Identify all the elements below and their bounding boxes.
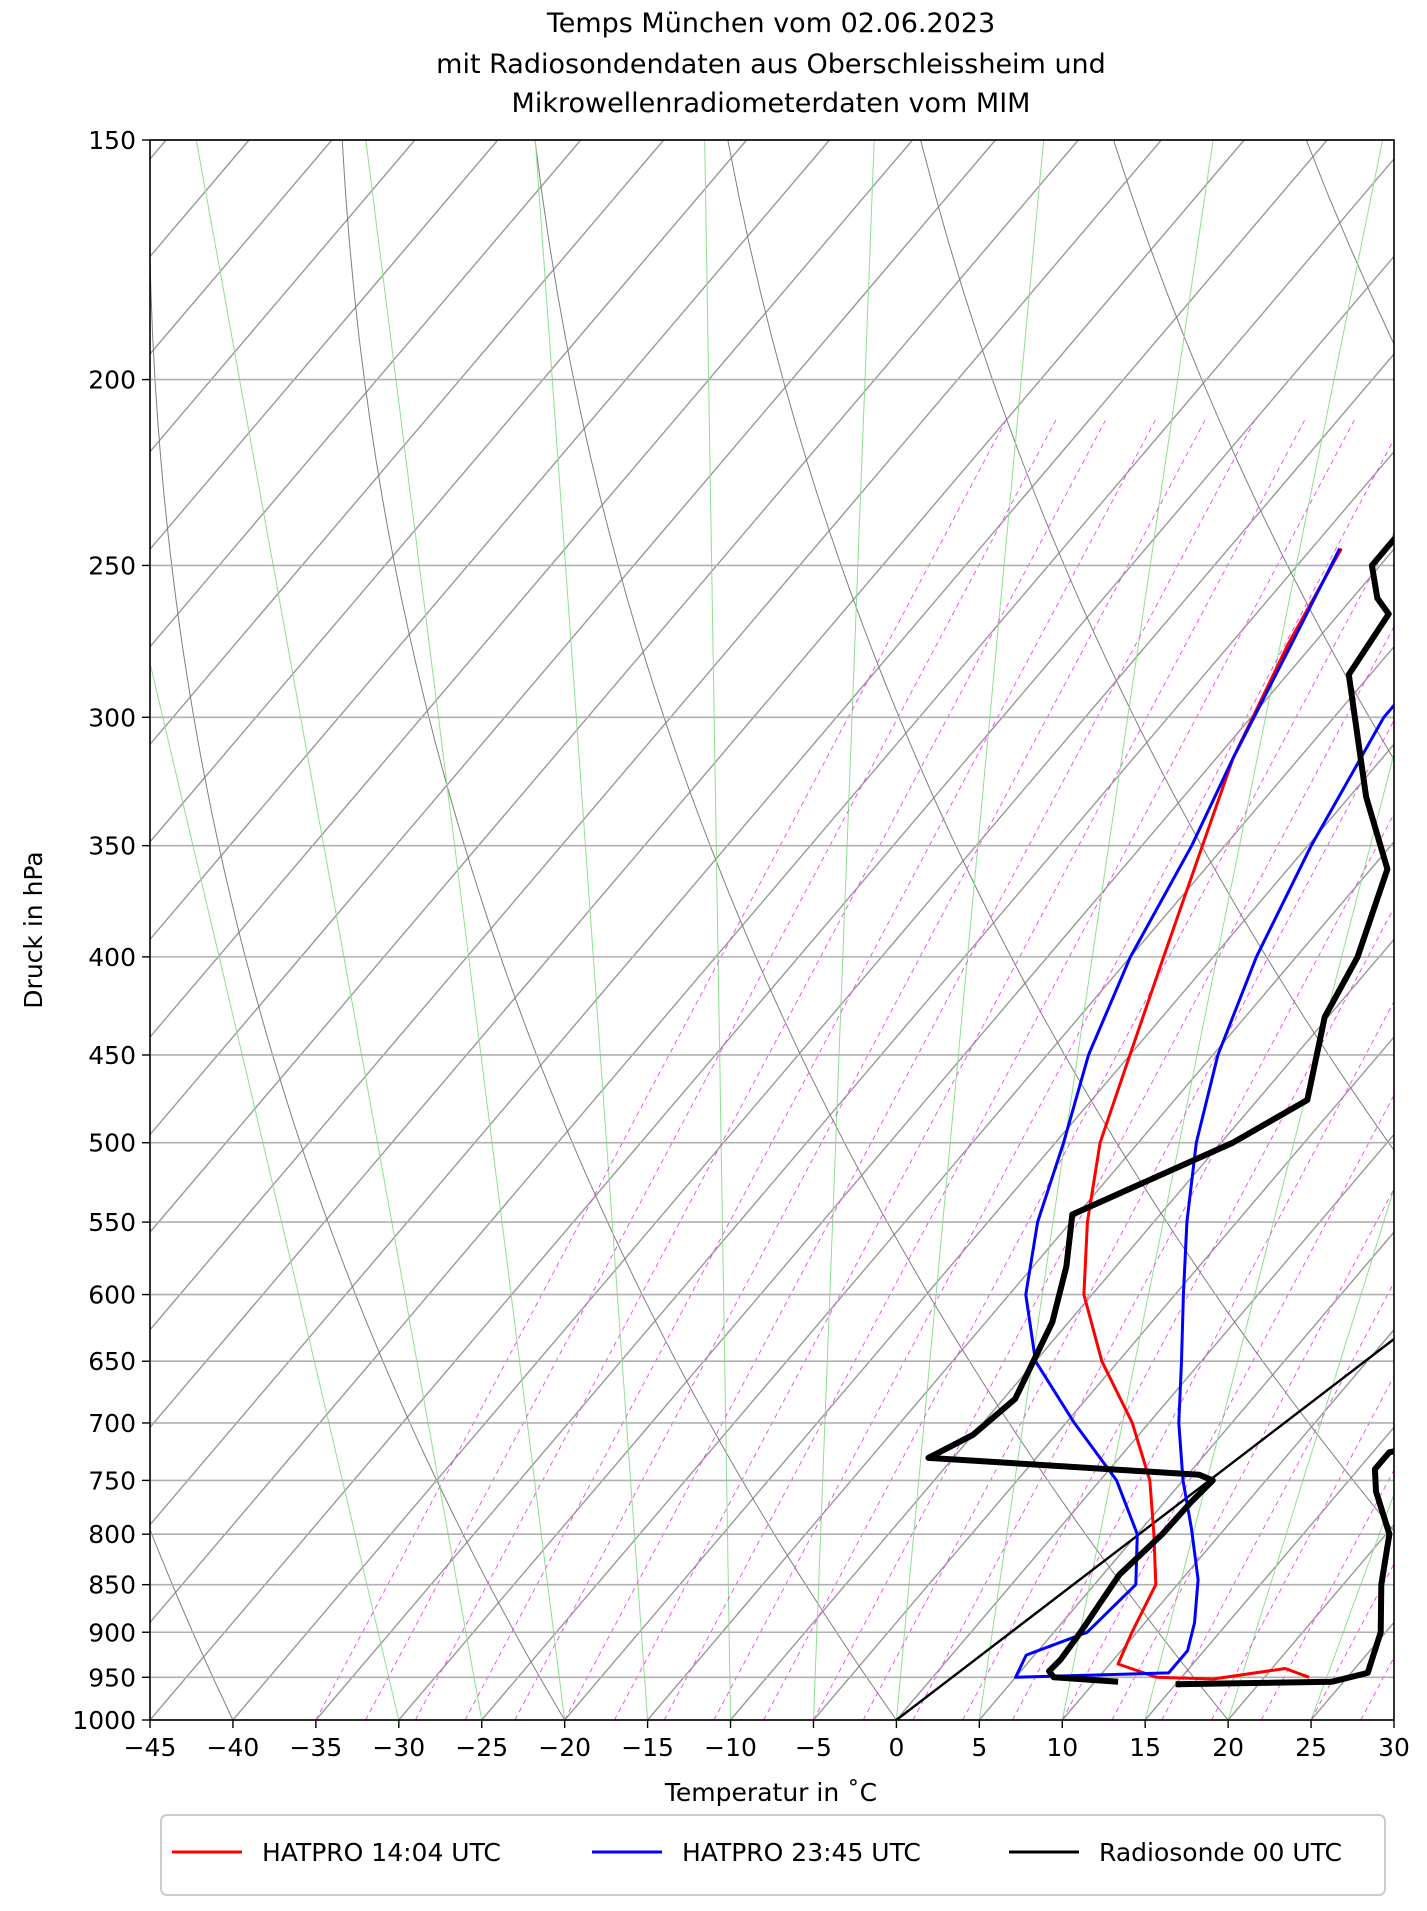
- isotherm-line: [482, 140, 1427, 1720]
- moist-adiabat-line: [1228, 140, 1427, 1720]
- moist-adiabat-line: [979, 140, 1213, 1720]
- x-tick-label: −45: [124, 1733, 177, 1762]
- mixing-ratio-line: [963, 420, 1427, 1720]
- legend-label-hatpro-2345: HATPRO 23:45 UTC: [682, 1838, 921, 1867]
- isotherm-line: [648, 140, 1427, 1720]
- moist-adiabat-line: [1394, 140, 1427, 1720]
- y-tick-label: 600: [88, 1281, 136, 1310]
- y-tick-label: 350: [88, 832, 136, 861]
- moist-adiabat-line: [1145, 140, 1427, 1720]
- x-tick-label: −20: [538, 1733, 591, 1762]
- x-tick-label: −40: [207, 1733, 260, 1762]
- series-line-0: [1084, 549, 1342, 1679]
- isotherm-line: [1394, 140, 1427, 1720]
- y-tick-label: 400: [88, 943, 136, 972]
- y-tick-label: 950: [88, 1663, 136, 1692]
- x-tick-label: −10: [704, 1733, 757, 1762]
- y-tick-label: 900: [88, 1618, 136, 1647]
- y-tick-label: 650: [88, 1347, 136, 1376]
- mixing-ratio-line: [714, 420, 1404, 1720]
- y-tick-label: 450: [88, 1041, 136, 1070]
- mixing-ratio-line: [814, 420, 1427, 1720]
- mixing-ratio-line: [1311, 420, 1427, 1720]
- legend-label-hatpro-1404: HATPRO 14:04 UTC: [262, 1838, 501, 1867]
- mixing-ratio-line: [316, 420, 1006, 1720]
- y-tick-label: 1000: [72, 1706, 136, 1735]
- isotherm-line: [0, 140, 581, 1720]
- chart-title: Temps München vom 02.06.2023 mit Radioso…: [436, 8, 1106, 119]
- x-tick-label: −30: [372, 1733, 425, 1762]
- mixing-ratio-line: [366, 420, 1056, 1720]
- mixing-ratio-line: [1112, 420, 1427, 1720]
- isotherm-line: [0, 140, 498, 1720]
- y-axis-label: Druck in hPa: [19, 851, 48, 1008]
- x-tick-label: 5: [971, 1733, 987, 1762]
- moist-adiabat-line: [1062, 140, 1382, 1720]
- dry-adiabat-line: [535, 140, 1228, 1720]
- mixing-ratio-line: [415, 420, 1105, 1720]
- y-tick-label: 200: [88, 366, 136, 395]
- isotherm-line: [1145, 140, 1427, 1720]
- y-tick-label: 700: [88, 1409, 136, 1438]
- isotherm-line: [979, 140, 1427, 1720]
- x-tick-label: −5: [795, 1733, 832, 1762]
- x-tick-label: 0: [888, 1733, 904, 1762]
- legend: HATPRO 14:04 UTC HATPRO 23:45 UTC Radios…: [161, 1815, 1385, 1895]
- x-tick-label: 20: [1212, 1733, 1244, 1762]
- y-tick-label: 150: [88, 126, 136, 155]
- isotherm-line: [0, 140, 1078, 1720]
- x-tick-label: −25: [455, 1733, 508, 1762]
- x-tick-label: 15: [1129, 1733, 1161, 1762]
- moist-adiabat-line: [814, 140, 875, 1720]
- y-tick-label: 500: [88, 1129, 136, 1158]
- isotherm-line: [565, 140, 1427, 1720]
- x-tick-label: −35: [289, 1733, 342, 1762]
- y-tick-label: 800: [88, 1520, 136, 1549]
- x-tick-label: −15: [621, 1733, 674, 1762]
- chart-title-line-3: Mikrowellenradiometerdaten vom MIM: [512, 88, 1031, 119]
- isotherm-line: [0, 140, 332, 1720]
- mixing-ratio-line: [614, 420, 1304, 1720]
- dry-adiabat-line: [149, 140, 565, 1720]
- moist-adiabat-line: [705, 140, 731, 1720]
- chart-title-line-2: mit Radiosondendaten aus Oberschleisshei…: [436, 49, 1106, 80]
- y-tick-label: 850: [88, 1571, 136, 1600]
- dry-adiabat-line: [728, 140, 1427, 1720]
- isotherm-line: [233, 140, 1427, 1720]
- y-axis-ticks: 150 200 250 300 350 400 450 500 550 600 650 700 750 8…: [72, 126, 150, 1735]
- y-tick-label: 550: [88, 1208, 136, 1237]
- mixing-ratio-line: [764, 420, 1427, 1720]
- y-tick-label: 250: [88, 551, 136, 580]
- isotherm-line: [0, 140, 1244, 1720]
- x-axis-label: Temperatur in ˚C: [664, 1778, 877, 1807]
- moist-adiabat-line: [896, 140, 1043, 1720]
- moist-adiabat-line: [535, 140, 647, 1720]
- isotherm-line: [399, 140, 1427, 1720]
- x-tick-label: 10: [1046, 1733, 1078, 1762]
- dry-adiabat-line: [342, 140, 896, 1720]
- moist-adiabat-line: [196, 140, 481, 1720]
- x-axis-ticks: −45 −40 −35 −30 −25 −20 −15 −10 −5 0 5 10 15 20 25 30: [124, 1720, 1410, 1762]
- moist-adiabat-line: [366, 140, 565, 1720]
- isotherm-line: [316, 140, 1427, 1720]
- isotherm-line: [0, 140, 415, 1720]
- y-tick-label: 750: [88, 1466, 136, 1495]
- mixing-ratio-line: [664, 420, 1354, 1720]
- legend-label-radiosonde: Radiosonde 00 UTC: [1099, 1838, 1342, 1867]
- isotherm-line: [0, 140, 1327, 1720]
- y-tick-label: 300: [88, 703, 136, 732]
- isotherm-line: [0, 140, 913, 1720]
- isotherm-line: [1228, 140, 1427, 1720]
- x-tick-label: 30: [1378, 1733, 1410, 1762]
- chart-title-line-1: Temps München vom 02.06.2023: [546, 8, 995, 39]
- x-tick-label: 25: [1295, 1733, 1327, 1762]
